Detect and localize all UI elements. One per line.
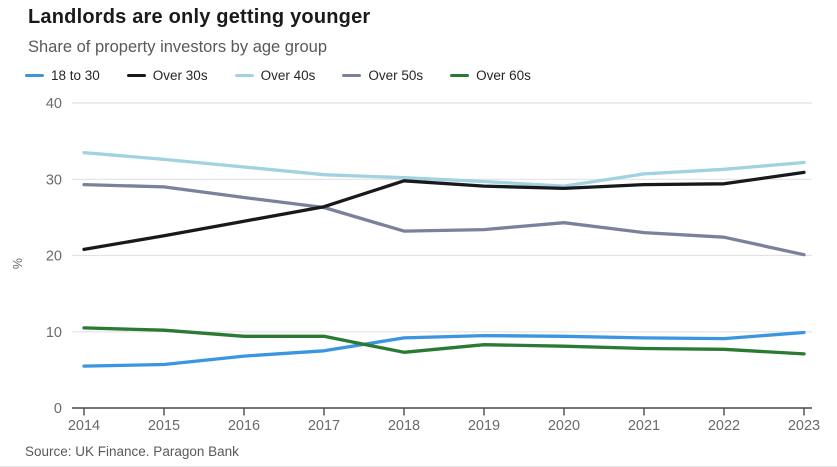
y-tick-label-0: 0 [54,401,62,417]
y-tick-label-10: 10 [46,325,62,341]
source-note: Source: UK Finance. Paragon Bank [25,444,239,459]
chart-legend: 18 to 30 Over 30s Over 40s Over 50s Over 60s [25,68,531,83]
legend-label-over-40s: Over 40s [260,68,316,83]
x-tick-label-2023: 2023 [788,418,820,434]
legend-item-over-30s: Over 30s [126,68,208,83]
line-chart-canvas: 0 10 20 30 40% 2014 2015 2016 2017 2018 2019 2020 20… [11,96,820,434]
series-line-over-50s [82,182,806,257]
legend-item-over-60s: Over 60s [450,68,531,83]
legend-item-over-40s: Over 40s [234,68,316,83]
series-line-over-60s [82,326,806,356]
chart-subtitle: Share of property investors by age group [28,38,328,56]
legend-swatch-over-60s [450,73,470,78]
x-tick-label-2015: 2015 [148,418,180,434]
x-tick-label-2019: 2019 [468,418,500,434]
legend-item-over-50s: Over 50s [342,68,423,83]
y-tick-label-40: 40 [46,96,62,112]
y-tick-label-20: 20 [46,249,62,265]
x-tick-label-2018: 2018 [388,418,420,434]
legend-label-over-60s: Over 60s [476,68,531,83]
legend-label-18-to-30: 18 to 30 [51,68,100,83]
x-tick-label-2021: 2021 [628,418,660,434]
legend-swatch-18-to-30 [25,73,44,78]
x-tick-label-2016: 2016 [228,418,260,434]
legend-label-over-50s: Over 50s [368,68,424,83]
y-tick-label-30: 30 [46,172,62,188]
chart-title: Landlords are only getting younger [28,6,371,28]
legend-item-18-to-30: 18 to 30 [25,68,100,83]
series-line-18-to-30 [82,330,806,368]
x-tick-label-2022: 2022 [708,418,740,434]
legend-label-over-30s: Over 30s [152,68,208,83]
series-line-over-40s [82,150,806,188]
legend-swatch-over-50s [342,73,362,78]
legend-swatch-over-30s [126,73,146,78]
legend-swatch-over-40s [234,73,254,78]
y-axis-unit-label: % [11,258,25,269]
x-tick-label-2017: 2017 [308,418,340,434]
x-tick-label-2014: 2014 [68,418,100,434]
series-line-over-30s [82,170,806,252]
x-tick-label-2020: 2020 [548,418,580,434]
